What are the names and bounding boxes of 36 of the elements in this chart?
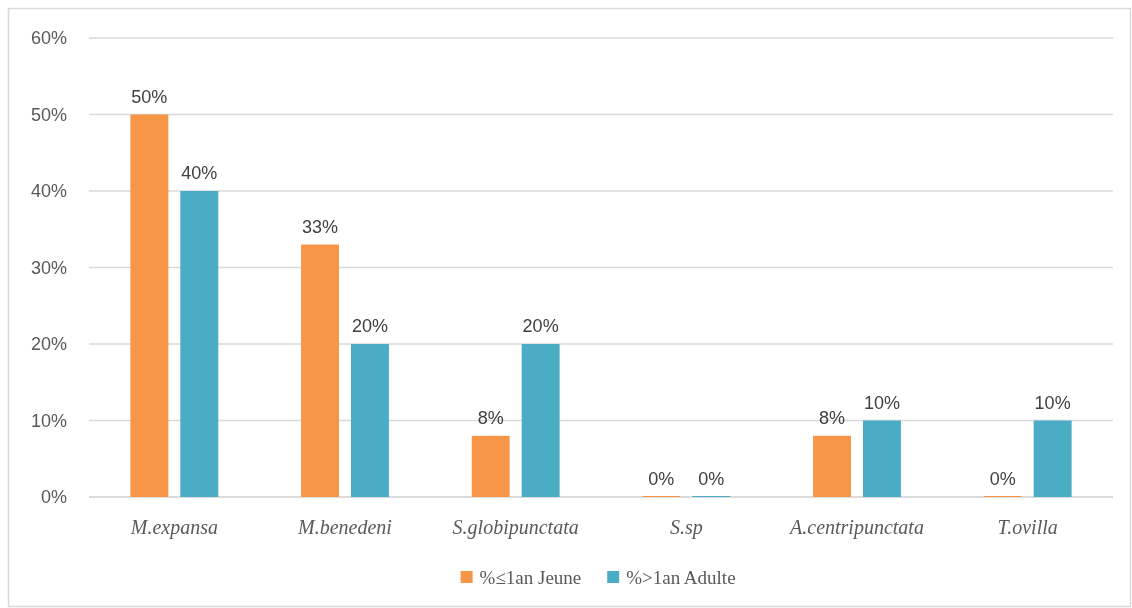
y-tick-label: 50% [30,104,67,125]
y-tick-label: 30% [30,257,67,278]
bar [813,435,851,497]
legend-label: %>1an Adulte [626,566,736,588]
x-tick-label: S.sp [669,516,703,539]
bar [130,114,169,497]
data-label: 8% [819,407,846,428]
y-tick-label: 60% [30,28,67,49]
data-label: 20% [351,316,388,336]
data-label: 0% [648,469,675,489]
data-label: 0% [698,469,725,489]
bar [180,191,219,497]
legend-label: %≤1an Jeune [479,566,582,588]
data-label: 10% [1034,392,1071,413]
x-tick-label: M.expansa [129,516,218,539]
data-label: 10% [863,392,900,413]
y-tick-label: 20% [30,334,67,355]
data-label: 20% [522,316,559,336]
y-tick-label: 0% [40,487,67,508]
data-label: 33% [302,216,339,237]
x-tick-label: M.benedeni [297,516,392,538]
bar [351,344,389,497]
data-label: 0% [989,469,1016,489]
x-tick-label: T.ovilla [997,516,1058,538]
data-label: 50% [131,86,168,107]
x-tick-label: A.centripunctata [788,516,924,539]
data-label: 8% [477,407,504,428]
bar [863,420,901,497]
y-tick-label: 40% [30,181,67,202]
x-tick-label: S.globipunctata [452,516,579,539]
data-label: 40% [181,163,218,183]
y-tick-label: 10% [30,410,67,431]
bar [1033,420,1072,497]
bar [471,435,510,497]
bar [301,244,339,497]
bar [521,344,560,497]
